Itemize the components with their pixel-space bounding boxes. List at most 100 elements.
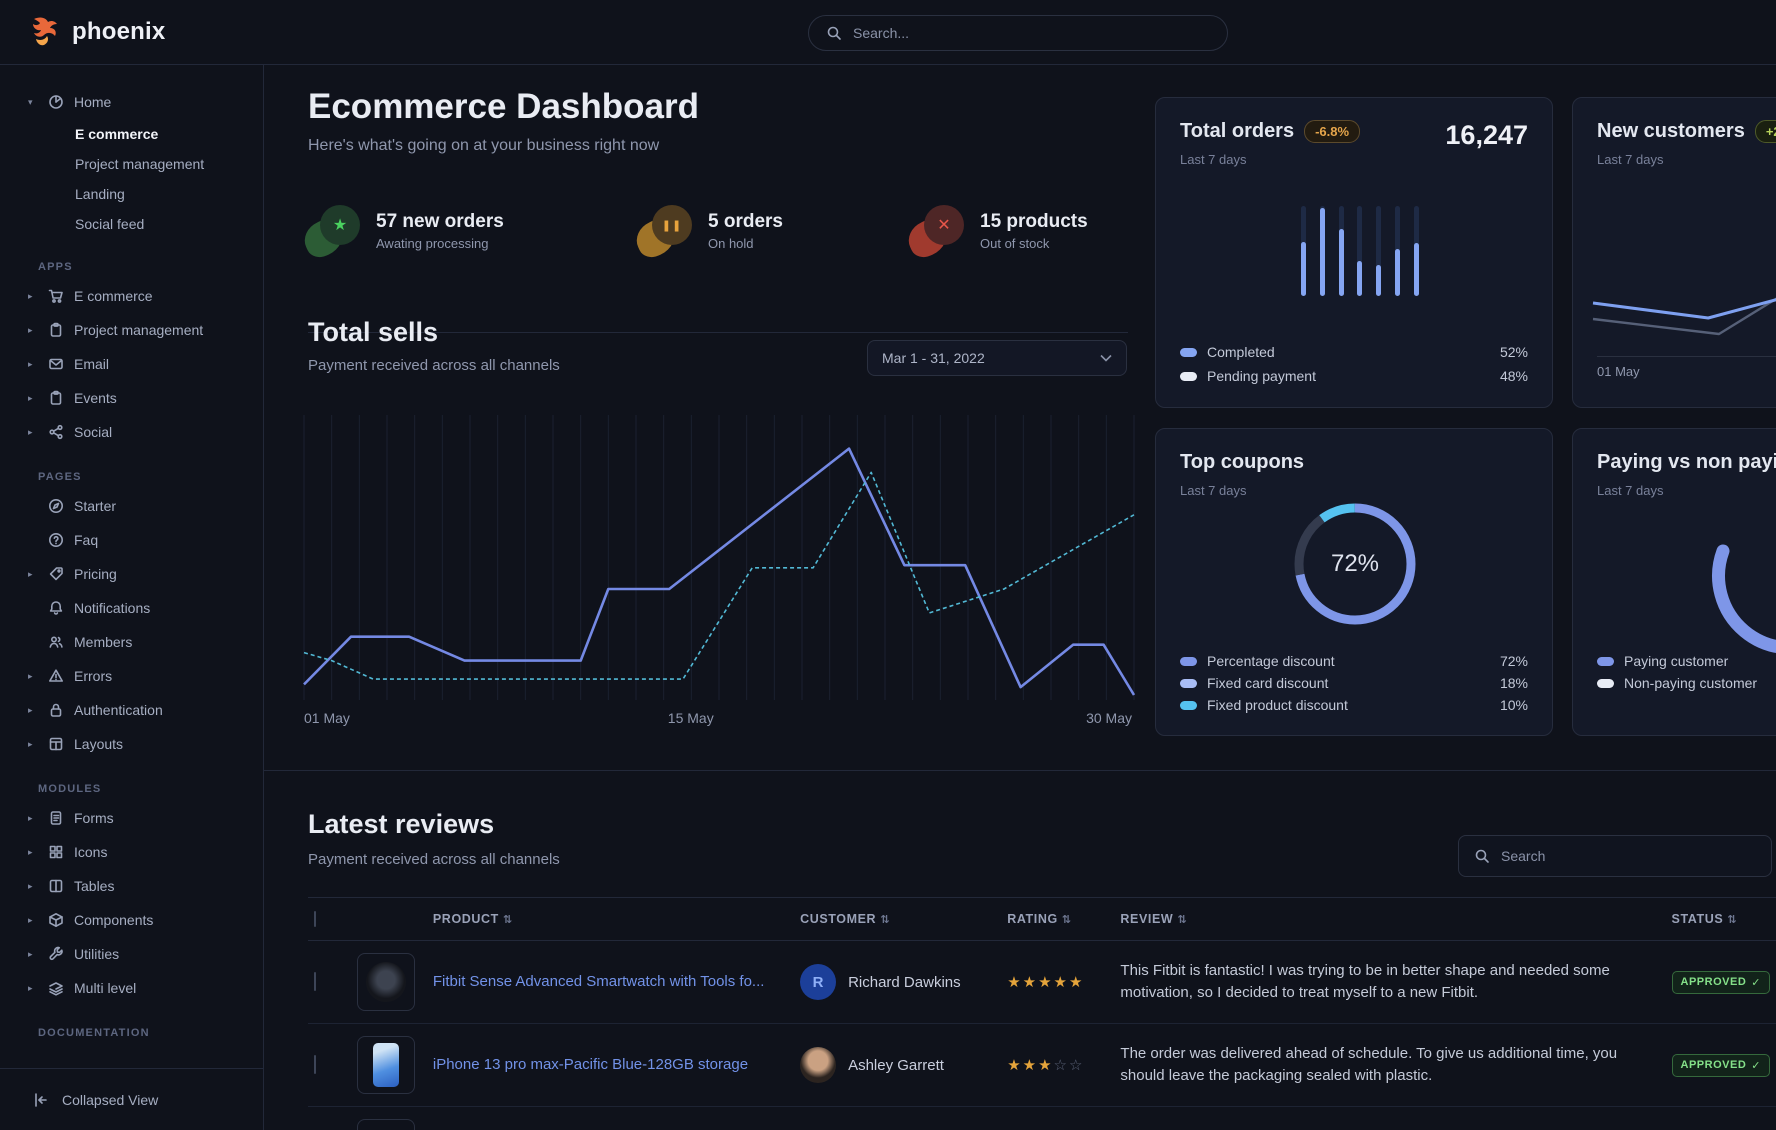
sort-icon: ⇅ bbox=[1061, 914, 1072, 926]
reviews-search-input[interactable] bbox=[1501, 848, 1757, 864]
sidebar-item-social[interactable]: ▸ Social bbox=[0, 415, 263, 449]
row-checkbox[interactable] bbox=[314, 972, 316, 991]
sidebar-item-label: Utilities bbox=[74, 946, 120, 962]
row-checkbox[interactable] bbox=[314, 1055, 316, 1074]
caret-down-icon: ▾ bbox=[28, 96, 33, 107]
legend-label: Percentage discount bbox=[1207, 653, 1335, 669]
sidebar-item-ecommerce-dashboard[interactable]: E commerce bbox=[75, 126, 159, 142]
sidebar: ▾ Home E commerce Project management Lan… bbox=[0, 65, 264, 1130]
sidebar-item-notifications[interactable]: ▸ Notifications bbox=[0, 591, 263, 625]
divider bbox=[308, 332, 1128, 333]
sidebar-item-label: Errors bbox=[74, 668, 113, 684]
card-period: Last 7 days bbox=[1180, 483, 1247, 498]
collapse-sidebar-button[interactable]: Collapsed View bbox=[0, 1068, 263, 1130]
card-top-coupons: Top coupons Last 7 days 72% Percentage d… bbox=[1155, 428, 1553, 736]
card-total-orders: Total orders -6.8% Last 7 days 16,247 Co… bbox=[1155, 97, 1553, 408]
sidebar-item-label: Members bbox=[74, 634, 133, 650]
navbar-search-input[interactable] bbox=[853, 25, 1211, 41]
top-navbar: phoenix bbox=[0, 0, 1776, 65]
product-link[interactable]: Fitbit Sense Advanced Smartwatch with To… bbox=[432, 973, 765, 990]
sidebar-item-multi-level[interactable]: ▸ Multi level bbox=[0, 971, 263, 1005]
sidebar-item-tables[interactable]: ▸ Tables bbox=[0, 869, 263, 903]
sidebar-section-apps: APPS bbox=[38, 261, 73, 273]
sidebar-item-label: Email bbox=[74, 356, 110, 372]
sidebar-item-project-management-dashboard[interactable]: Project management bbox=[75, 156, 205, 172]
sidebar-item-events[interactable]: ▸ Events bbox=[0, 381, 263, 415]
date-range-select[interactable]: Mar 1 - 31, 2022 bbox=[867, 340, 1127, 376]
sidebar-item-email[interactable]: ▸ Email bbox=[0, 347, 263, 381]
sidebar-item-faq[interactable]: ▸ Faq bbox=[0, 523, 263, 557]
compass-icon bbox=[47, 497, 65, 515]
legend-label: Fixed card discount bbox=[1207, 675, 1329, 691]
customer-cell: R Richard Dawkins bbox=[800, 964, 995, 1000]
people-icon bbox=[47, 633, 65, 651]
card-new-customers: New customers +26.5% Last 7 days 01 May bbox=[1572, 97, 1776, 408]
stat-value: 5 orders bbox=[708, 211, 783, 232]
sidebar-item-landing[interactable]: Landing bbox=[75, 186, 125, 202]
clipboard-icon bbox=[47, 321, 65, 339]
sidebar-item-label: Project management bbox=[74, 322, 204, 338]
sort-icon: ⇅ bbox=[1727, 914, 1738, 926]
column-header-review[interactable]: REVIEW ⇅ bbox=[1114, 897, 1666, 941]
product-thumbnail[interactable] bbox=[357, 953, 416, 1011]
sidebar-item-pricing[interactable]: ▸ Pricing bbox=[0, 557, 263, 591]
legend-fixed-product-discount: Fixed product discount 10% bbox=[1180, 697, 1528, 713]
legend-completed: Completed 52% bbox=[1180, 344, 1528, 360]
sidebar-item-home[interactable]: ▾ Home bbox=[0, 85, 263, 119]
tag-icon bbox=[47, 565, 65, 583]
sidebar-item-label: Social bbox=[74, 424, 113, 440]
sidebar-item-icons[interactable]: ▸ Icons bbox=[0, 835, 263, 869]
sidebar-item-components[interactable]: ▸ Components bbox=[0, 903, 263, 937]
sidebar-item-forms[interactable]: ▸ Forms bbox=[0, 801, 263, 835]
sidebar-item-app-project-management[interactable]: ▸ Project management bbox=[0, 313, 263, 347]
caret-right-icon: ▸ bbox=[28, 426, 33, 437]
product-thumbnail[interactable] bbox=[357, 1119, 416, 1130]
rating-stars: ★★★☆☆ bbox=[1007, 1056, 1085, 1074]
caret-right-icon: ▸ bbox=[28, 290, 33, 301]
cart-icon bbox=[47, 287, 65, 305]
orders-bar-chart bbox=[1301, 206, 1419, 296]
column-header-customer[interactable]: CUSTOMER ⇅ bbox=[794, 897, 1002, 941]
legend-pending: Pending payment 48% bbox=[1180, 368, 1528, 384]
check-icon: ✓ bbox=[1751, 976, 1761, 989]
sidebar-item-starter[interactable]: ▸ Starter bbox=[0, 489, 263, 523]
sidebar-item-authentication[interactable]: ▸ Authentication bbox=[0, 693, 263, 727]
legend-label: Non-paying customer bbox=[1624, 675, 1758, 691]
chart-axis-line bbox=[1597, 356, 1776, 357]
coupons-donut-chart: 72% bbox=[1292, 501, 1418, 627]
stat-sub: Out of stock bbox=[980, 236, 1050, 251]
column-header-product[interactable]: PRODUCT ⇅ bbox=[426, 897, 795, 941]
chart-x-axis: 01 May 15 May 30 May bbox=[304, 710, 1134, 730]
navbar-search[interactable] bbox=[808, 15, 1228, 51]
page-title: Ecommerce Dashboard bbox=[308, 87, 699, 126]
chevron-down-icon bbox=[1100, 354, 1112, 362]
product-thumbnail[interactable] bbox=[357, 1036, 416, 1094]
sidebar-item-errors[interactable]: ▸ Errors bbox=[0, 659, 263, 693]
caret-right-icon: ▸ bbox=[28, 914, 33, 925]
select-all-checkbox[interactable] bbox=[314, 911, 316, 927]
product-link[interactable]: iPhone 13 pro max-Pacific Blue-128GB sto… bbox=[432, 1056, 749, 1073]
layout-icon bbox=[47, 735, 65, 753]
brand-logo[interactable]: phoenix bbox=[0, 15, 165, 49]
sidebar-item-members[interactable]: ▸ Members bbox=[0, 625, 263, 659]
sidebar-item-app-ecommerce[interactable]: ▸ E commerce bbox=[0, 279, 263, 313]
share-icon bbox=[47, 423, 65, 441]
paying-donut-chart bbox=[1712, 544, 1776, 653]
column-header-rating[interactable]: RATING ⇅ bbox=[1001, 897, 1115, 941]
legend-value: 48% bbox=[1499, 368, 1528, 384]
total-sells-title: Total sells bbox=[308, 317, 439, 347]
reviews-search[interactable] bbox=[1458, 835, 1772, 877]
status-badge: APPROVED ✓ bbox=[1671, 1053, 1770, 1077]
sort-icon: ⇅ bbox=[502, 914, 513, 926]
sidebar-item-social-feed[interactable]: Social feed bbox=[75, 216, 145, 232]
caret-right-icon: ▸ bbox=[28, 738, 33, 749]
sidebar-item-layouts[interactable]: ▸ Layouts bbox=[0, 727, 263, 761]
column-header-status[interactable]: STATUS ⇅ bbox=[1665, 897, 1776, 941]
sidebar-item-utilities[interactable]: ▸ Utilities bbox=[0, 937, 263, 971]
table-header-row: PRODUCT ⇅ CUSTOMER ⇅ RATING ⇅ REVIEW ⇅ STATU… bbox=[308, 897, 1776, 941]
bell-icon bbox=[47, 599, 65, 617]
review-text: This Fitbit is fantastic! I was trying t… bbox=[1120, 962, 1610, 1001]
legend-label: Fixed product discount bbox=[1207, 697, 1348, 713]
sidebar-item-label: Multi level bbox=[74, 980, 137, 996]
card-title: New customers bbox=[1597, 120, 1745, 142]
